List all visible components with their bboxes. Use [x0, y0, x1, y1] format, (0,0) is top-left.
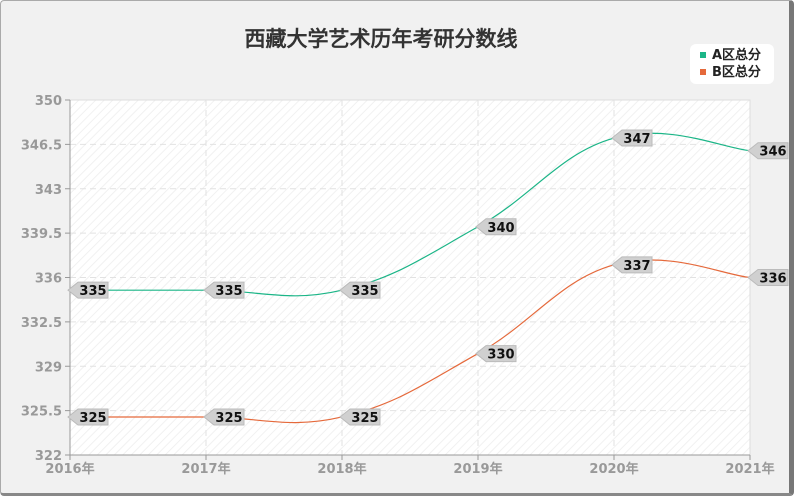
chart-title: 西藏大学艺术历年考研分数线: [244, 27, 518, 51]
x-tick-label: 2019年: [453, 461, 502, 477]
data-label-tag: [203, 281, 245, 299]
y-tick-label: 332.5: [21, 316, 62, 331]
data-label-text: 330: [487, 348, 514, 363]
data-label: 325: [203, 408, 245, 426]
legend-label-b: B区总分: [712, 65, 761, 80]
data-label: 335: [67, 281, 109, 299]
data-label-text: 340: [487, 221, 514, 236]
data-label-tag: [339, 408, 381, 426]
data-label-tag: [475, 345, 517, 363]
legend-swatch-b: [700, 68, 706, 75]
y-tick-label: 322: [35, 449, 62, 464]
legend-item-a[interactable]: A区总分: [700, 48, 761, 64]
legend-label-a: A区总分: [712, 48, 762, 63]
data-label: 335: [203, 281, 245, 299]
data-label: 325: [339, 408, 381, 426]
data-label-tag: [203, 408, 245, 426]
legend: A区总分 B区总分: [690, 44, 774, 84]
y-tick-label: 343: [35, 183, 62, 198]
data-label-text: 346: [759, 145, 786, 160]
data-label-text: 335: [215, 284, 242, 299]
y-tick-label: 350: [35, 94, 62, 109]
y-tick-label: 325.5: [21, 405, 62, 420]
data-label-text: 337: [623, 259, 650, 274]
data-label-text: 325: [215, 411, 242, 426]
data-label-text: 335: [79, 284, 106, 299]
data-label-tag: [611, 129, 653, 147]
data-label-text: 335: [351, 284, 378, 299]
x-tick-label: 2018年: [317, 461, 366, 477]
data-label: 330: [475, 345, 517, 363]
data-label-tag: [67, 408, 109, 426]
data-label-tag: [611, 256, 653, 274]
legend-item-b[interactable]: B区总分: [700, 65, 761, 81]
data-label-tag: [747, 269, 789, 286]
data-label: 325: [67, 408, 109, 426]
data-label-tag: [339, 281, 381, 299]
data-label-tag: [747, 142, 789, 160]
data-label-text: 325: [351, 411, 378, 426]
data-label: 340: [475, 218, 517, 236]
data-label-tag: [67, 281, 109, 299]
x-tick-label: 2020年: [589, 461, 638, 477]
data-label-text: 336: [759, 272, 786, 287]
y-tick-label: 336: [35, 272, 62, 287]
data-label: 347: [611, 129, 653, 147]
y-tick-label: 339.5: [21, 227, 62, 242]
x-tick-label: 2016年: [45, 461, 94, 477]
data-label-tag: [475, 218, 517, 236]
x-tick-label: 2021年: [725, 461, 774, 477]
data-label: 336: [747, 269, 789, 287]
x-tick-label: 2017年: [181, 461, 230, 477]
y-tick-label: 346.5: [21, 138, 62, 153]
y-tick-label: 329: [35, 360, 62, 375]
data-label: 337: [611, 256, 653, 274]
data-label: 346: [747, 142, 789, 160]
data-label-text: 347: [623, 132, 650, 147]
data-label-text: 325: [79, 411, 106, 426]
legend-swatch-a: [700, 51, 706, 58]
data-label: 335: [339, 281, 381, 299]
